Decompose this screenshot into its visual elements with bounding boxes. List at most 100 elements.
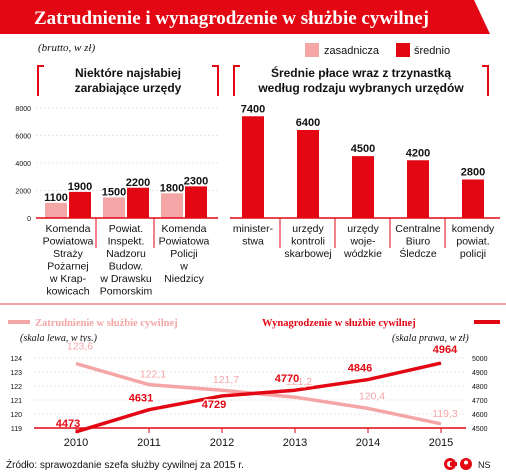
right-category-label: Śledcze (399, 247, 437, 260)
left-category-label: Komenda (46, 223, 91, 235)
left-category-label: Budow. (109, 261, 143, 273)
right-category-label: woje- (349, 236, 376, 248)
left-category-label: Nadzoru (106, 248, 146, 260)
right-category-label: Biuro (406, 236, 431, 248)
left-value-label-avg: 1900 (68, 181, 92, 193)
right-category-label: urzędy (347, 223, 379, 235)
right-axis-tick-label: 5000 (472, 356, 488, 363)
left-panel-title-line-2: zarabiające urzędy (75, 81, 182, 95)
line-chart: 119 120 121 122 123 124 4500 4600 4700 4800 4900 50… (10, 339, 488, 449)
left-bar-avg (185, 186, 207, 218)
left-category-label: Pomorskim (100, 286, 153, 298)
left-category-label: w Krap- (49, 273, 87, 285)
employment-value-label: 121,2 (286, 376, 312, 388)
right-bar (297, 130, 319, 218)
left-category-label: Policji (170, 248, 197, 260)
right-bar (462, 179, 484, 218)
left-category-label: Niedzicy (164, 273, 204, 285)
right-axis-tick-label: 4800 (472, 384, 488, 391)
year-label: 2013 (283, 437, 307, 449)
left-bar-avg (69, 191, 91, 218)
left-panel-bracket (37, 65, 219, 96)
year-label: 2012 (210, 437, 234, 449)
publisher-logo-p-inner (464, 460, 468, 465)
right-bar-chart: 7400minister-stwa6400urzędykontroliskarb… (230, 103, 500, 260)
left-y-tick-label: 8000 (15, 106, 31, 113)
salary-value-label: 4729 (202, 399, 226, 411)
right-category-label: powiat. (456, 236, 489, 248)
right-panel-title-line-2: według rodzaju wybranych urzędów (257, 81, 464, 95)
left-category-label: Pożarnej (47, 261, 88, 273)
left-category-label: Powiatowa (43, 236, 94, 248)
right-value-label: 2800 (461, 167, 485, 179)
legend-swatch-avg (396, 43, 410, 57)
left-axis-tick-label: 124 (10, 356, 22, 363)
right-axis-tick-label: 4700 (472, 398, 488, 405)
left-y-tick-label: 4000 (15, 161, 31, 168)
legend-swatch-base (305, 43, 319, 57)
right-value-label: 4200 (406, 147, 430, 159)
employment-series-title: Zatrudnienie w służbie cywilnej (35, 318, 178, 329)
left-value-label-base: 1500 (102, 186, 126, 198)
left-category-label: Inspekt. (108, 236, 145, 248)
right-category-label: policji (460, 248, 486, 260)
right-category-label: minister- (233, 223, 274, 235)
author-credit: NS (478, 460, 491, 470)
left-panel-title-line-1: Niektóre najsłabiej (75, 66, 181, 80)
right-category-label: Centralne (395, 223, 441, 235)
left-bar-chart: 0200040006000800011001900KomendaPowiatow… (15, 106, 218, 298)
year-label: 2014 (356, 437, 380, 449)
salary-series-title: Wynagrodzenie w służbie cywilnej (262, 318, 416, 329)
legend-label-base: zasadnicza (324, 45, 380, 57)
left-bar-avg (127, 187, 149, 218)
left-category-label: Komenda (162, 223, 207, 235)
left-bar-base (103, 197, 125, 218)
publisher-logo-c-notch (450, 462, 457, 466)
salary-axis-note: (skala prawa, w zł) (392, 333, 469, 344)
right-axis-tick-label: 4500 (472, 426, 488, 433)
salary-value-label: 4631 (129, 393, 153, 405)
right-axis-tick-label: 4600 (472, 412, 488, 419)
page-title: Zatrudnienie i wynagrodzenie w służbie c… (34, 8, 429, 29)
employment-value-label: 122,1 (140, 369, 166, 381)
left-category-label: Powiat. (109, 223, 143, 235)
right-panel-title-line-1: Średnie płace wraz z trzynastką (271, 65, 451, 80)
left-value-label-avg: 2200 (126, 177, 150, 189)
left-y-tick-label: 2000 (15, 189, 31, 196)
left-category-label: Straży (53, 248, 84, 260)
employment-value-label: 119,3 (432, 408, 458, 420)
left-value-label-base: 1800 (160, 182, 184, 194)
right-value-label: 7400 (241, 103, 265, 115)
year-label: 2011 (137, 437, 161, 449)
left-value-label-avg: 2300 (184, 175, 208, 187)
left-bar-base (45, 202, 67, 218)
right-category-label: kontroli (291, 236, 325, 248)
left-value-label-base: 1100 (44, 192, 68, 204)
year-label: 2015 (429, 437, 453, 449)
left-category-label: w Drawsku (99, 273, 152, 285)
right-category-label: wódzkie (343, 248, 382, 260)
left-y-tick-label: 0 (27, 216, 31, 223)
left-axis-tick-label: 120 (10, 412, 22, 419)
right-panel-bracket (233, 65, 489, 96)
salary-line (75, 361, 442, 434)
right-category-label: komendy (452, 223, 495, 235)
employment-axis-note: (skala lewa, w tys.) (20, 333, 98, 344)
left-axis-tick-label: 122 (10, 384, 22, 391)
right-bar (407, 160, 429, 218)
right-value-label: 6400 (296, 117, 320, 129)
title-bar-corner (474, 0, 506, 34)
right-value-label: 4500 (351, 143, 375, 155)
left-axis-tick-label: 119 (11, 426, 22, 433)
left-axis-tick-label: 121 (10, 398, 22, 405)
salary-value-label: 4964 (433, 344, 458, 356)
left-bar-base (161, 193, 183, 218)
title-bar (0, 0, 506, 34)
left-axis-tick-label: 123 (10, 370, 22, 377)
right-axis-tick-label: 4900 (472, 370, 488, 377)
employment-value-label: 121,7 (213, 374, 239, 386)
unit-note: (brutto, w zł) (38, 42, 95, 54)
left-y-tick-label: 6000 (15, 134, 31, 141)
